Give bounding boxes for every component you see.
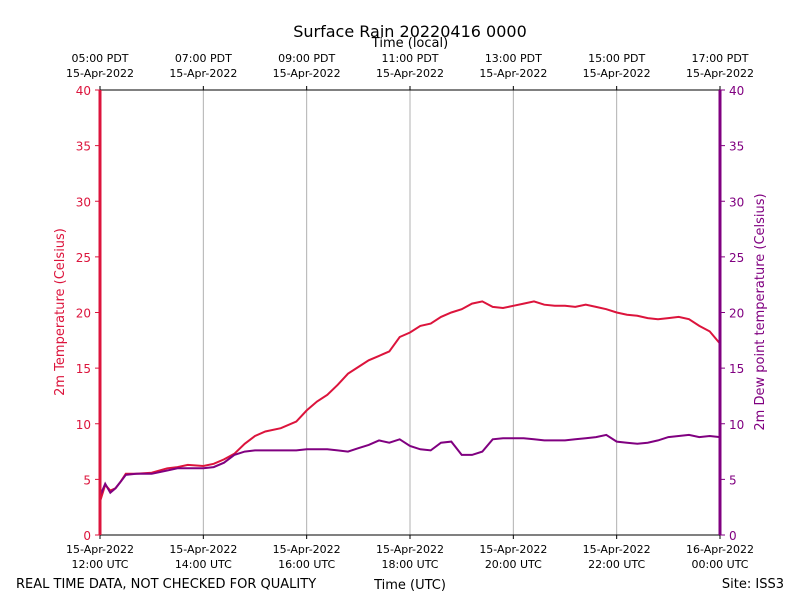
top-tick-date: 15-Apr-2022 [583,67,651,80]
left-tick-label: 5 [83,473,91,487]
bottom-tick-time: 16:00 UTC [278,558,335,571]
right-tick-label: 5 [729,473,737,487]
top-tick-time: 09:00 PDT [278,52,335,65]
left-tick-label: 35 [76,140,91,154]
top-tick-date: 15-Apr-2022 [169,67,237,80]
bottom-tick-date: 15-Apr-2022 [169,543,237,556]
bottom-tick-date: 15-Apr-2022 [583,543,651,556]
left-tick-label: 30 [76,195,91,209]
bottom-tick-date: 16-Apr-2022 [686,543,754,556]
top-tick-time: 17:00 PDT [691,52,748,65]
bottom-tick-date: 15-Apr-2022 [273,543,341,556]
top-tick-time: 15:00 PDT [588,52,645,65]
temperature-series-line [99,300,721,502]
bottom-tick-time: 00:00 UTC [691,558,748,571]
bottom-tick-date: 15-Apr-2022 [376,543,444,556]
bottom-tick-time: 22:00 UTC [588,558,645,571]
top-tick-date: 15-Apr-2022 [273,67,341,80]
top-axis-ticks: 05:00 PDT 15-Apr-2022 07:00 PDT 15-Apr-2022… [66,52,754,90]
bottom-tick-time: 20:00 UTC [485,558,542,571]
bottom-axis-label: Time (UTC) [373,578,446,593]
left-tick-label: 25 [76,251,91,265]
bottom-tick-date: 15-Apr-2022 [479,543,547,556]
right-axis-ticks: 0 5 10 15 20 25 30 35 40 [720,84,744,543]
quality-note: REAL TIME DATA, NOT CHECKED FOR QUALITY [16,577,316,592]
top-tick-date: 15-Apr-2022 [66,67,134,80]
bottom-tick-time: 18:00 UTC [381,558,438,571]
chart-title: Surface Rain 20220416 0000 [293,22,527,41]
right-tick-label: 15 [729,362,744,376]
right-tick-label: 25 [729,251,744,265]
grid-lines [202,90,618,535]
top-tick-date: 15-Apr-2022 [686,67,754,80]
right-tick-label: 35 [729,140,744,154]
right-tick-label: 30 [729,195,744,209]
left-tick-label: 40 [76,84,91,98]
right-tick-label: 40 [729,84,744,98]
top-tick-date: 15-Apr-2022 [479,67,547,80]
right-tick-label: 20 [729,307,744,321]
left-tick-label: 15 [76,362,91,376]
top-tick-time: 11:00 PDT [381,52,438,65]
dewpoint-series-line [99,433,721,497]
left-tick-label: 0 [83,529,91,543]
right-tick-label: 10 [729,418,744,432]
top-tick-time: 13:00 PDT [485,52,542,65]
left-tick-label: 10 [76,418,91,432]
top-tick-time: 05:00 PDT [71,52,128,65]
right-axis-label: 2m Dew point temperature (Celsius) [753,193,768,430]
left-axis-label: 2m Temperature (Celsius) [53,228,68,396]
left-axis-ticks: 0 5 10 15 20 25 30 35 40 [76,84,100,543]
right-tick-label: 0 [729,529,737,543]
bottom-tick-time: 12:00 UTC [71,558,128,571]
left-tick-label: 20 [76,307,91,321]
site-label: Site: ISS3 [722,577,784,592]
bottom-tick-time: 14:00 UTC [175,558,232,571]
bottom-tick-date: 15-Apr-2022 [66,543,134,556]
bottom-axis-ticks: 15-Apr-2022 12:00 UTC 15-Apr-2022 14:00 UTC… [66,535,754,571]
top-axis-label: Time (local) [371,36,448,51]
top-tick-date: 15-Apr-2022 [376,67,444,80]
top-tick-time: 07:00 PDT [175,52,232,65]
